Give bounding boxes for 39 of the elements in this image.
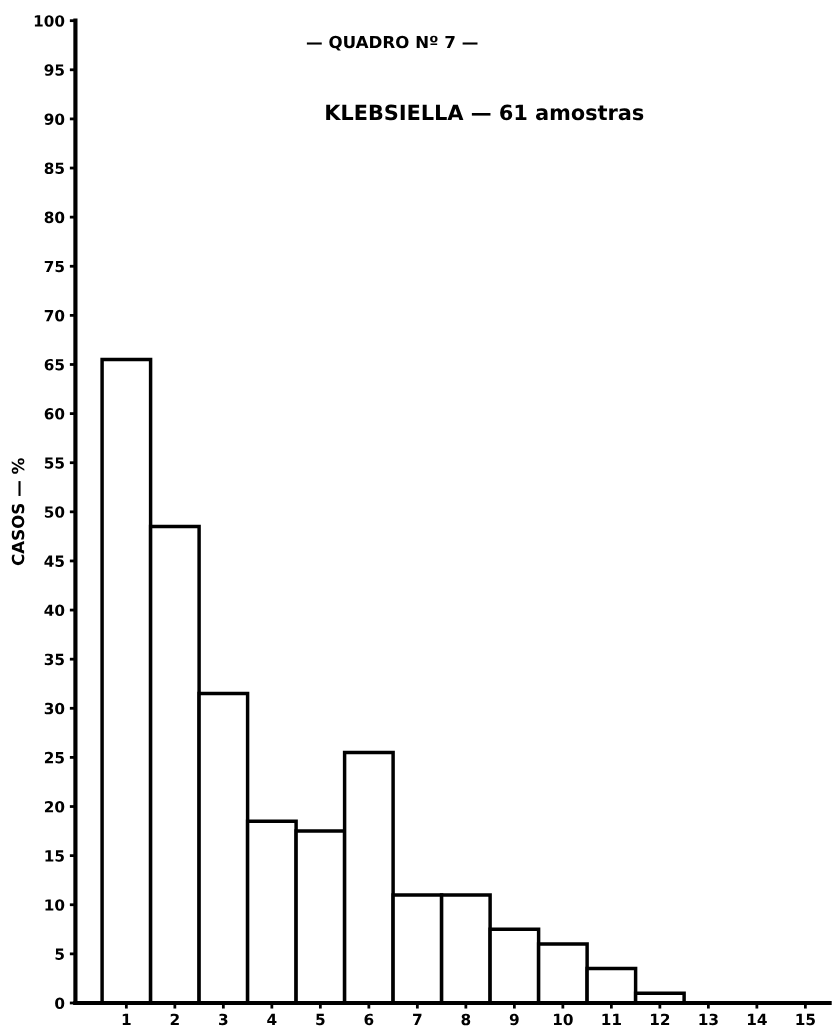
x-tick-label: 8 xyxy=(461,1013,471,1026)
x-tick-label: 3 xyxy=(219,1013,228,1026)
y-axis-title: CASOS — % xyxy=(11,458,25,566)
y-tick-label: 20 xyxy=(44,800,65,813)
y-tick-label: 25 xyxy=(44,751,64,764)
x-tick-label: 13 xyxy=(699,1013,718,1026)
y-tick-label: 85 xyxy=(44,162,64,175)
text: KLEBSIELLA — 61 amostras xyxy=(326,104,644,121)
y-tick-label: 30 xyxy=(44,702,65,715)
y-tick-label: 55 xyxy=(44,457,64,469)
x-tick-label: 9 xyxy=(509,1013,519,1026)
text: — QUADRO Nº 7 — xyxy=(306,35,478,51)
y-tick-label: 50 xyxy=(44,506,65,518)
y-tick-label: 40 xyxy=(44,604,65,617)
x-tick-label: 12 xyxy=(650,1013,670,1026)
x-tick-label: 15 xyxy=(796,1013,815,1026)
y-tick-label: 45 xyxy=(44,555,64,567)
x-tick-label: 6 xyxy=(364,1013,374,1026)
y-tick-label: 100 xyxy=(34,15,65,27)
x-tick-label: 10 xyxy=(553,1013,573,1026)
x-tick-label: 14 xyxy=(747,1013,767,1026)
x-tick-label: 11 xyxy=(602,1013,621,1026)
x-tick-label: 7 xyxy=(413,1013,422,1026)
x-tick-label: 4 xyxy=(267,1013,277,1026)
y-tick-label: 90 xyxy=(44,113,65,125)
x-tick-label: 1 xyxy=(122,1013,131,1026)
y-tick-label: 10 xyxy=(45,899,65,911)
y-tick-label: 5 xyxy=(55,948,64,960)
y-tick-label: 70 xyxy=(44,309,65,322)
y-tick-label: 75 xyxy=(44,260,64,273)
y-tick-label: 60 xyxy=(44,408,65,420)
x-tick-label: 2 xyxy=(170,1013,179,1026)
y-tick-label: 35 xyxy=(44,653,64,666)
y-tick-label: 15 xyxy=(45,850,64,862)
y-tick-label: 95 xyxy=(44,64,64,76)
y-tick-label: 0 xyxy=(55,997,65,1009)
y-tick-label: 65 xyxy=(44,358,64,371)
x-tick-label: 5 xyxy=(316,1013,325,1026)
y-tick-label: 80 xyxy=(44,211,65,224)
